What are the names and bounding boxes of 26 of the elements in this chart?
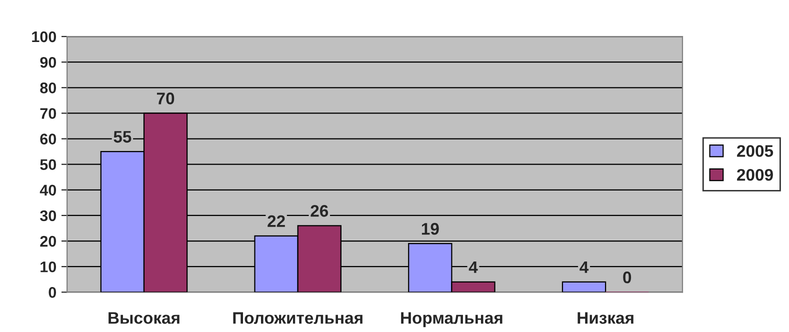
y-tick-label: 30 xyxy=(40,210,56,222)
y-tick-label: 90 xyxy=(40,56,56,68)
data-label: 22 xyxy=(268,215,285,227)
x-tick-label: Нормальная xyxy=(401,312,502,328)
y-tick-label: 60 xyxy=(40,134,56,144)
y-tick-label: 50 xyxy=(40,159,56,170)
data-label: 4 xyxy=(580,261,589,273)
data-label: 0 xyxy=(623,272,632,284)
y-tick-label: 100 xyxy=(32,31,56,42)
legend-label: 2005 xyxy=(737,145,774,157)
data-label: 55 xyxy=(114,131,132,143)
y-tick-label: 10 xyxy=(40,261,56,272)
y-tick-label: 80 xyxy=(40,82,56,94)
x-tick-label: Низкая xyxy=(578,312,634,324)
y-tick-label: 0 xyxy=(48,287,56,298)
x-tick-label: Высокая xyxy=(108,312,180,324)
x-tick-label: Положительная xyxy=(233,312,362,324)
y-tick-label: 20 xyxy=(40,236,56,247)
data-label: 70 xyxy=(156,92,174,104)
legend-label: 2009 xyxy=(737,168,773,181)
y-tick-label: 70 xyxy=(40,108,56,119)
bar xyxy=(562,281,606,292)
y-tick-label: 40 xyxy=(40,184,56,196)
data-label: 26 xyxy=(310,205,328,217)
data-label: 19 xyxy=(422,222,439,235)
data-label: 4 xyxy=(468,261,478,273)
